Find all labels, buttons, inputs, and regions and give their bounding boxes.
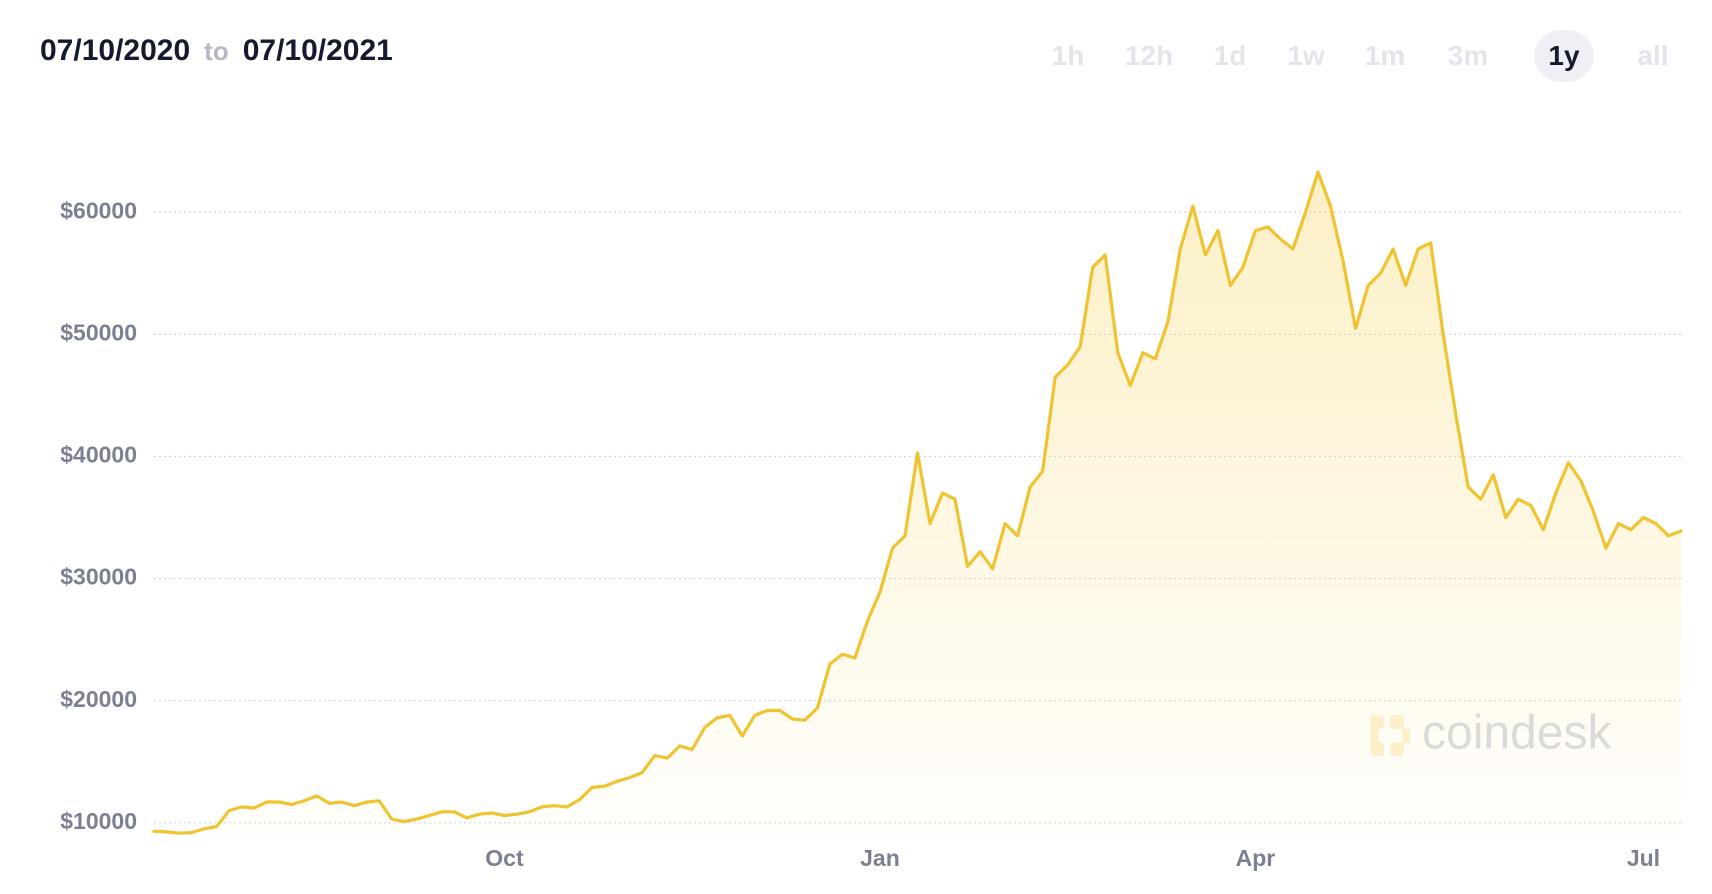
range-button[interactable]: 3m	[1447, 40, 1489, 71]
x-tick-label: Apr	[1236, 845, 1276, 871]
date-range: 07/10/2020 to 07/10/2021	[40, 34, 393, 68]
x-tick-label: Oct	[485, 845, 524, 871]
range-buttons: 1h 12h 1d 1w 1m 3m 1y all	[1030, 30, 1680, 82]
y-tick-label: $40000	[60, 442, 137, 468]
x-tick-label: Jul	[1627, 845, 1660, 871]
date-from: 07/10/2020	[40, 34, 191, 67]
range-button[interactable]: 1y	[1534, 30, 1594, 82]
date-separator: to	[204, 36, 229, 66]
y-tick-label: $60000	[60, 197, 137, 223]
price-line	[152, 170, 1683, 835]
range-button[interactable]: 1w	[1287, 40, 1325, 71]
range-button[interactable]: 1d	[1213, 40, 1247, 71]
y-tick-label: $50000	[60, 319, 137, 345]
y-tick-label: $10000	[60, 808, 137, 834]
range-button[interactable]: all	[1637, 40, 1669, 71]
range-button[interactable]: 12h	[1124, 40, 1174, 71]
x-tick-label: Jan	[860, 845, 900, 871]
y-tick-label: $20000	[60, 686, 137, 712]
area-fill	[154, 172, 1681, 835]
y-tick-label: $30000	[60, 564, 137, 590]
range-button[interactable]: 1m	[1364, 40, 1406, 71]
date-to: 07/10/2021	[242, 34, 393, 67]
range-button[interactable]: 1h	[1051, 40, 1085, 71]
